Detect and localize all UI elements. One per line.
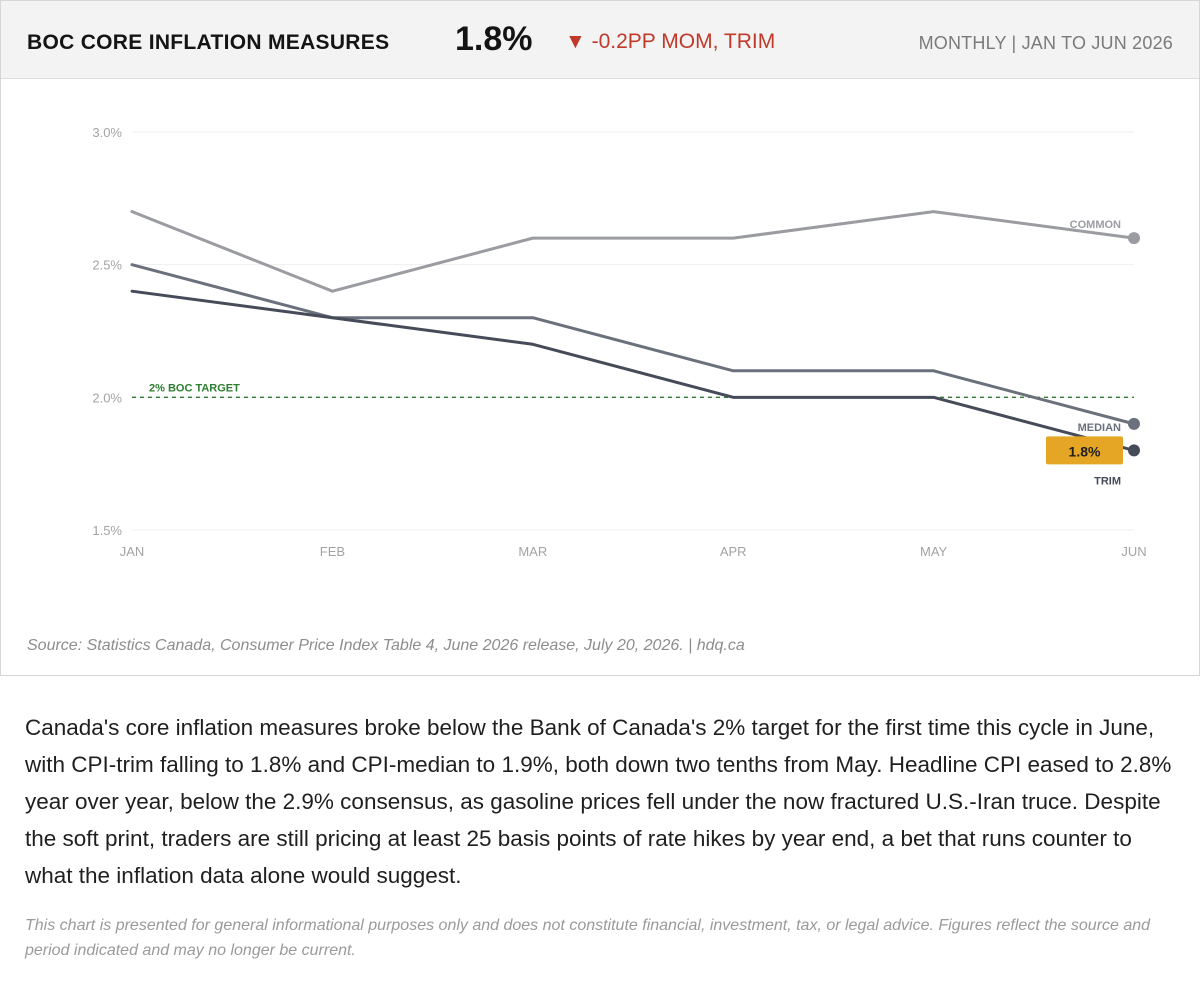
series-label-common: COMMON [1070,219,1121,231]
source-note: Source: Statistics Canada, Consumer Pric… [27,637,745,654]
y-tick-label: 3.0% [92,125,122,140]
x-tick-label: APR [720,544,747,559]
series-end-point-median [1128,417,1140,430]
x-tick-label: JUN [1121,544,1146,559]
line-chart: 1.5% 2.0% 2.5% 3.0% JAN FEB MAR APR MAY JUN 2% BOC… [92,125,1146,559]
headline-value: 1.8% [455,20,533,58]
x-tick-label: MAY [920,544,948,559]
x-tick-label: JAN [120,544,145,559]
x-tick-label: MAR [518,544,547,559]
series-label-trim: TRIM [1094,475,1121,487]
series-end-point-common [1128,232,1140,245]
chart-title: BOC CORE INFLATION MEASURES [27,31,390,54]
change-indicator: ▼ -0.2PP MOM, TRIM [565,30,776,53]
series-label-median: MEDIAN [1078,422,1121,434]
x-tick-label: FEB [320,544,345,559]
disclaimer: This chart is presented for general info… [25,917,1151,959]
summary-paragraph: Canada's core inflation measures broke b… [25,715,1172,888]
period-label: MONTHLY | JAN TO JUN 2026 [918,33,1173,53]
target-line-label: 2% BOC TARGET [149,382,240,394]
highlight-badge-label: 1.8% [1069,443,1101,459]
series-line-median [130,263,1136,426]
series-end-point-trim [1128,444,1140,457]
series-line-trim [130,289,1136,452]
series-line-common [130,210,1136,293]
chart-card: BOC CORE INFLATION MEASURES 1.8% ▼ -0.2P… [0,0,1200,676]
y-tick-label: 1.5% [92,523,122,538]
chart-header: BOC CORE INFLATION MEASURES 1.8% ▼ -0.2P… [1,1,1199,79]
y-tick-label: 2.0% [92,390,122,405]
highlight-badge [1046,436,1123,465]
y-tick-label: 2.5% [92,258,122,273]
